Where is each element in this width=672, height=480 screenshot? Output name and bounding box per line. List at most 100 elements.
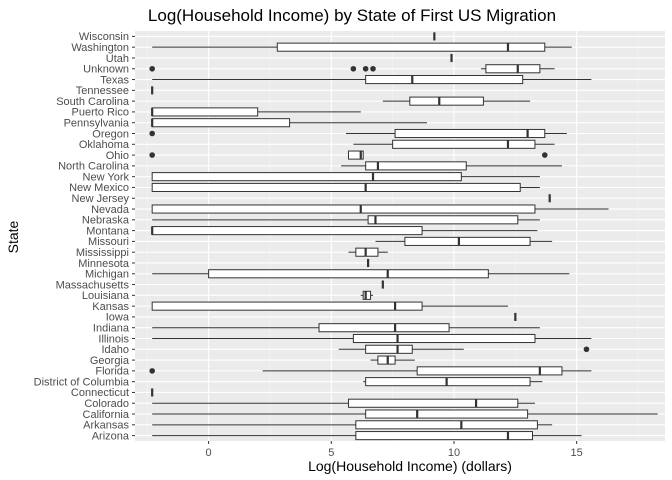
- y-tick-label: Arizona: [92, 430, 130, 442]
- box-oregon: [149, 128, 567, 139]
- box-indiana: [152, 323, 540, 333]
- box-oklahoma: [353, 139, 555, 149]
- box-arkansas: [152, 420, 553, 430]
- outlier-point: [149, 130, 155, 137]
- y-tick-label: Michigan: [85, 269, 129, 281]
- box-georgia: [370, 355, 415, 365]
- box-iqr: [394, 128, 546, 139]
- y-tick-label: Montana: [86, 225, 130, 237]
- y-tick-label: Ohio: [106, 150, 129, 162]
- y-tick-label: Idaho: [101, 344, 129, 356]
- y-tick-label: Illinois: [98, 333, 129, 345]
- y-tick-label: California: [83, 409, 130, 421]
- y-tick-label: District of Columbia: [34, 376, 130, 388]
- y-tick-label: New Jersey: [72, 193, 130, 205]
- box-iqr: [392, 139, 536, 149]
- outlier-point: [149, 368, 155, 374]
- y-tick-label: Missouri: [88, 236, 129, 248]
- box-nevada: [151, 204, 609, 214]
- y-tick-label: Connecticut: [71, 387, 129, 399]
- box-florida: [149, 366, 592, 376]
- box-iqr: [365, 161, 467, 171]
- box-puerto-rico: [151, 107, 361, 117]
- box-iqr: [151, 301, 423, 311]
- box-unknown: [149, 64, 555, 74]
- y-tick-label: Minnesota: [78, 258, 130, 270]
- y-tick-label: Nevada: [91, 204, 130, 216]
- y-tick-label: Utah: [106, 53, 129, 65]
- box-texas: [152, 75, 592, 85]
- y-tick-label: Iowa: [106, 312, 130, 324]
- box-iqr: [208, 269, 489, 279]
- y-tick-label: Louisiana: [82, 290, 130, 302]
- outlier-point: [370, 65, 376, 72]
- y-tick-label: Tennessee: [76, 85, 129, 97]
- chart-title: Log(Household Income) by State of First …: [148, 6, 556, 25]
- y-tick-label: Mississippi: [76, 247, 129, 259]
- y-tick-label: Unknown: [83, 64, 129, 76]
- y-tick-label: Oklahoma: [79, 139, 130, 151]
- y-tick-label: Nebraska: [82, 215, 130, 227]
- box-iqr: [151, 182, 521, 192]
- box-iqr: [355, 247, 379, 257]
- box-new-mexico: [151, 182, 540, 192]
- boxes-layer: [149, 32, 658, 441]
- box-iqr: [151, 118, 291, 128]
- box-nebraska: [152, 215, 540, 225]
- x-axis-title: Log(Household Income) (dollars): [308, 458, 512, 474]
- box-district-of-columbia: [363, 377, 543, 387]
- x-tick-label: 0: [206, 447, 212, 459]
- box-south-carolina: [382, 96, 531, 106]
- box-iqr: [409, 96, 484, 106]
- y-axis: ArizonaArkansasCaliforniaColoradoConnect…: [34, 31, 135, 442]
- y-tick-label: Oregon: [92, 128, 129, 140]
- box-iqr: [485, 64, 541, 74]
- x-tick-label: 10: [448, 447, 460, 459]
- y-tick-label: Kansas: [92, 301, 129, 313]
- y-tick-label: New York: [83, 171, 130, 183]
- outlier-point: [149, 152, 155, 158]
- y-tick-label: Washington: [71, 42, 129, 54]
- box-colorado: [152, 398, 535, 408]
- outlier-point: [362, 65, 369, 72]
- box-iqr: [416, 366, 563, 376]
- x-tick-label: 15: [571, 447, 583, 459]
- box-iqr: [365, 377, 531, 387]
- x-tick-label: 5: [328, 447, 334, 459]
- box-iqr: [355, 431, 534, 441]
- box-iqr: [347, 150, 364, 160]
- outlier-point: [583, 346, 590, 353]
- outlier-point: [350, 65, 357, 72]
- y-tick-label: Pennsylvania: [64, 118, 130, 130]
- box-iqr: [365, 409, 529, 419]
- box-iqr: [318, 323, 450, 333]
- y-tick-label: North Carolina: [58, 161, 130, 173]
- box-iqr: [365, 75, 524, 85]
- box-iqr: [151, 204, 536, 214]
- box-iqr: [365, 344, 413, 354]
- box-iqr: [355, 420, 538, 430]
- y-tick-label: Texas: [100, 74, 129, 86]
- y-tick-label: Wisconsin: [79, 31, 129, 43]
- box-kansas: [151, 301, 508, 311]
- x-axis: 0 5 10 15: [206, 441, 583, 459]
- y-tick-label: Colorado: [84, 398, 129, 410]
- box-iqr: [404, 236, 531, 246]
- box-idaho: [338, 344, 590, 354]
- y-tick-label: Arkansas: [83, 420, 129, 432]
- box-iqr: [276, 42, 546, 52]
- box-iqr: [377, 355, 396, 365]
- y-tick-label: Florida: [95, 366, 130, 378]
- box-missouri: [375, 236, 553, 246]
- box-california: [152, 409, 658, 419]
- box-pennsylvania: [151, 118, 427, 128]
- box-iqr: [367, 215, 519, 225]
- y-tick-label: Indiana: [93, 323, 130, 335]
- box-iqr: [151, 107, 259, 117]
- box-north-carolina: [341, 161, 562, 171]
- box-ohio: [149, 150, 548, 160]
- box-iqr: [352, 333, 536, 344]
- y-tick-label: Puerto Rico: [72, 107, 129, 119]
- y-tick-label: Georgia: [90, 355, 130, 367]
- box-iqr: [362, 290, 372, 300]
